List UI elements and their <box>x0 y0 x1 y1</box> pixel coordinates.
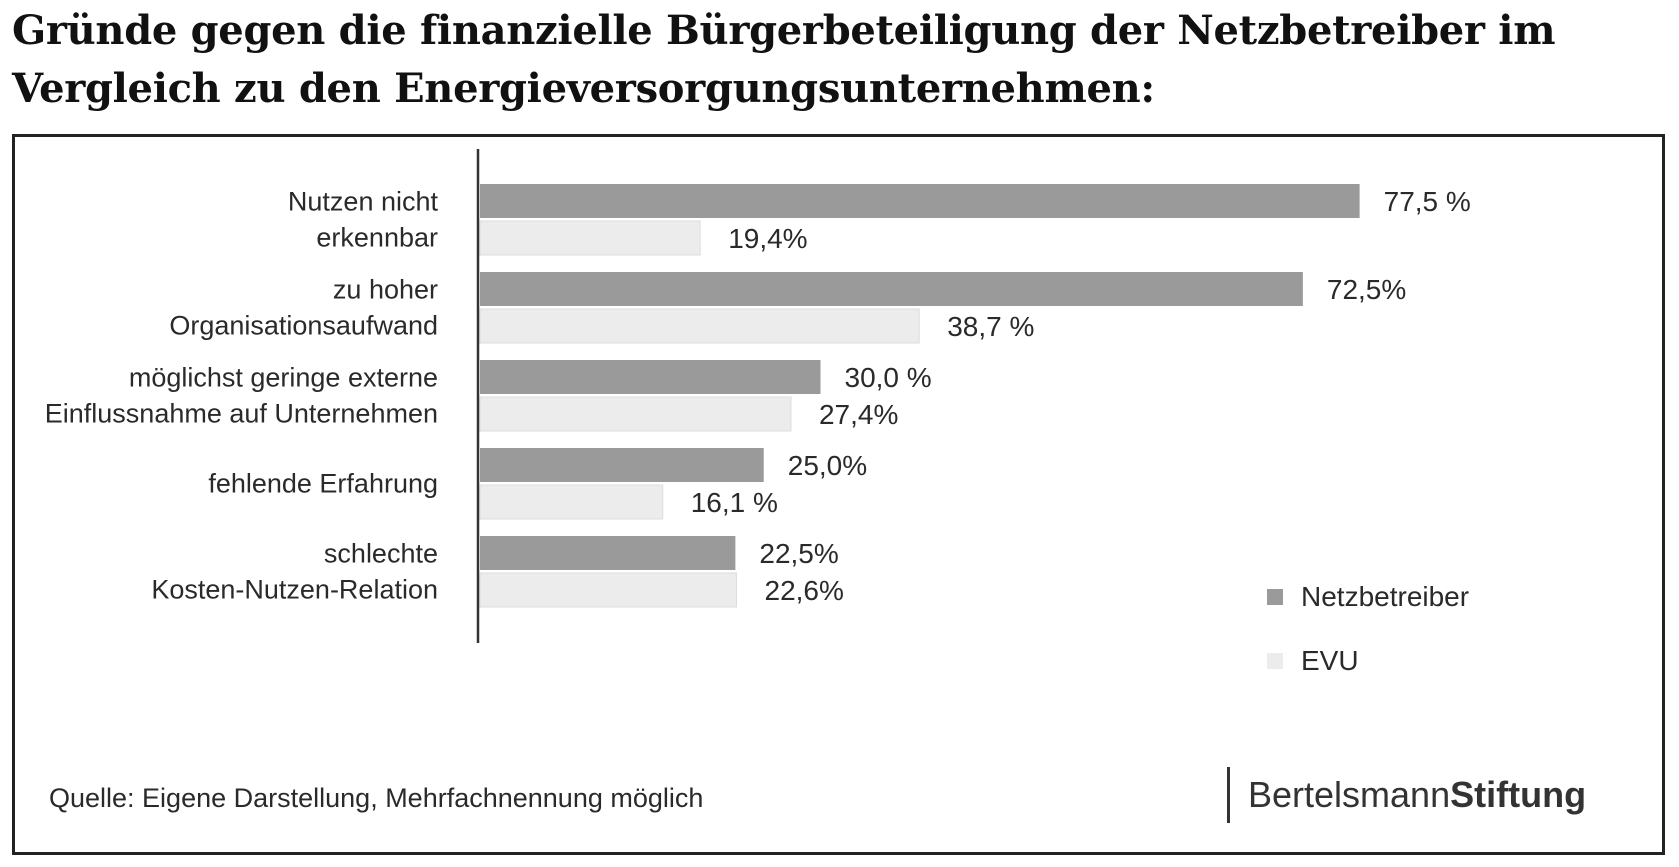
legend-swatch-evu <box>1267 653 1283 669</box>
bar-chart: 77,5 % 19,4% Nutzen nicht erkennbar 72,5% 38,… <box>45 149 1471 643</box>
legend-item-netzbetreiber: Netzbetreiber <box>1267 565 1469 629</box>
legend-item-evu: EVU <box>1267 629 1469 693</box>
value-label-netzbetreiber-1: 72,5% <box>1327 274 1406 305</box>
value-label-evu-3: 16,1 % <box>691 487 778 518</box>
chart-frame: 77,5 % 19,4% Nutzen nicht erkennbar 72,5% 38,… <box>12 134 1665 855</box>
value-label-netzbetreiber-2: 30,0 % <box>845 362 932 393</box>
value-label-evu-0: 19,4% <box>728 223 807 254</box>
bar-netzbetreiber-1 <box>480 272 1303 306</box>
legend-swatch-netzbetreiber <box>1267 589 1283 605</box>
brand-name-bold: Stiftung <box>1450 774 1587 815</box>
value-label-netzbetreiber-0: 77,5 % <box>1384 186 1471 217</box>
category-label-4-line-0: schlechte <box>324 539 438 569</box>
value-label-netzbetreiber-4: 22,5% <box>759 538 838 569</box>
bar-evu-0 <box>479 220 701 256</box>
brand-logo: Bertelsmann Stiftung <box>1227 767 1586 823</box>
value-label-evu-2: 27,4% <box>819 399 898 430</box>
bar-netzbetreiber-3 <box>480 448 764 482</box>
bar-evu-4 <box>479 572 738 608</box>
bar-netzbetreiber-0 <box>480 184 1360 218</box>
bar-evu-1 <box>479 308 920 344</box>
bar-netzbetreiber-4 <box>480 536 736 570</box>
legend-label-netzbetreiber: Netzbetreiber <box>1301 581 1470 612</box>
category-label-3-line-0: fehlende Erfahrung <box>208 469 438 499</box>
value-label-netzbetreiber-3: 25,0% <box>788 450 867 481</box>
category-label-1-line-1: Organisationsaufwand <box>169 311 438 341</box>
category-label-0-line-0: Nutzen nicht <box>288 187 439 217</box>
category-label-2-line-0: möglichst geringe externe <box>129 363 438 393</box>
labels-layer: 77,5 % 19,4% Nutzen nicht erkennbar 72,5% 38,… <box>45 186 1471 606</box>
value-label-evu-1: 38,7 % <box>947 311 1034 342</box>
category-label-4-line-1: Kosten-Nutzen-Relation <box>151 575 438 605</box>
brand-name-regular: Bertelsmann <box>1248 774 1451 815</box>
page-title: Gründe gegen die finanzielle Bürgerbetei… <box>12 7 1556 112</box>
category-label-0-line-1: erkennbar <box>316 223 438 253</box>
source-note: Quelle: Eigene Darstellung, Mehrfachnenn… <box>49 783 704 813</box>
category-label-1-line-0: zu hoher <box>333 275 438 305</box>
value-label-evu-4: 22,6% <box>765 575 844 606</box>
bar-netzbetreiber-2 <box>480 360 821 394</box>
bar-evu-2 <box>479 396 792 432</box>
category-label-2-line-1: Einflussnahme auf Unternehmen <box>45 399 438 429</box>
legend: Netzbetreiber EVU <box>1267 565 1469 693</box>
legend-label-evu: EVU <box>1301 645 1359 676</box>
bars-layer <box>479 184 1360 608</box>
bar-evu-3 <box>479 484 664 520</box>
